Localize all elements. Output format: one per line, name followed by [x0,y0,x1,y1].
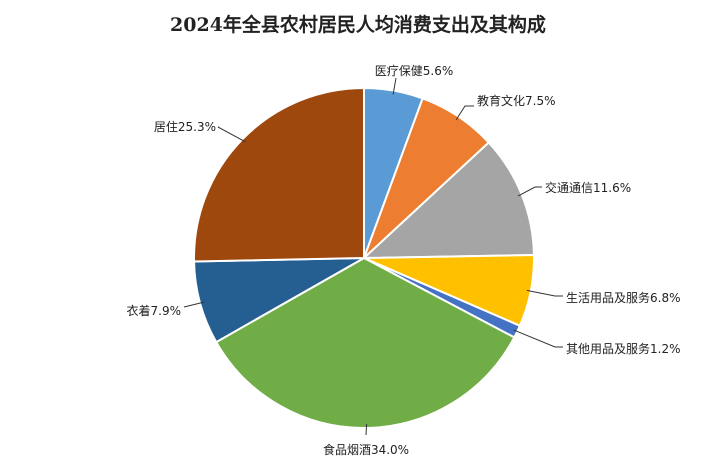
slice-label-4: 生活用品及服务6.8% [566,290,681,305]
leader-line-7 [183,301,205,308]
leader-line-8 [217,126,246,143]
pie-labels: 医疗保健5.6% 教育文化7.5% 交通通信11.6% 生活用品及服务6.8% 其他用品… [127,64,681,457]
slice-label-6: 食品烟酒34.0% [323,442,409,457]
leader-line-2 [455,105,474,121]
slice-label-2: 教育文化7.5% [477,93,556,108]
leader-line-3 [517,186,542,197]
leader-line-5 [513,329,563,348]
pie-slice-8 [193,86,365,263]
leader-line-4 [526,289,563,297]
slice-label-8: 居住25.3% [154,120,216,134]
slice-label-5: 其他用品及服务1.2% [566,341,681,356]
slice-label-1: 医疗保健5.6% [375,64,454,78]
pie-slices [193,86,535,429]
chart-title: 2024年全县农村居民人均消费支出及其构成 [170,13,546,36]
slice-label-7: 衣着7.9% [127,303,182,318]
slice-label-3: 交通通信11.6% [545,180,631,195]
leader-line-6 [365,423,368,436]
leader-line-1 [392,77,397,95]
